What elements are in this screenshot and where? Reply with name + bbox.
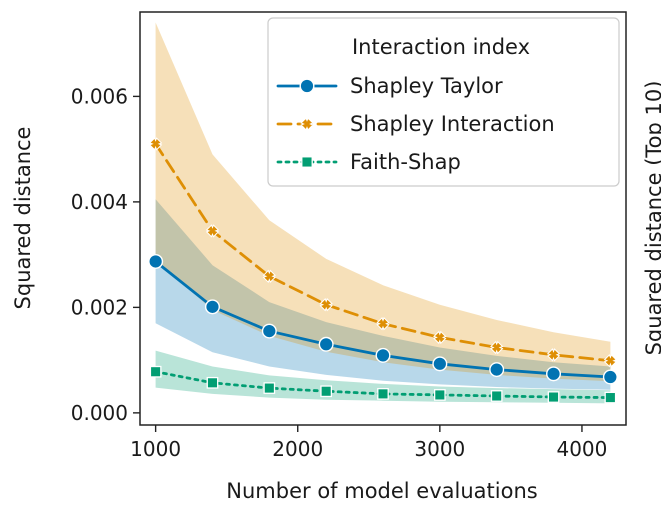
shapley-taylor-point <box>546 366 562 382</box>
shapley-taylor-point <box>261 323 277 339</box>
x-tick-label: 2000 <box>272 437 323 461</box>
faith-shap-point <box>547 391 560 403</box>
shapley-interaction-point <box>262 269 276 283</box>
legend-shapley-taylor-marker <box>299 78 315 94</box>
faith-shap-point <box>263 382 276 394</box>
shapley-interaction-point <box>546 348 561 362</box>
legend-shapley-taylor-label: Shapley Taylor <box>350 74 503 98</box>
shapley-taylor-point <box>432 356 448 372</box>
y-tick-label: 0.002 <box>71 295 128 319</box>
faith-shap-point <box>377 388 389 400</box>
y-tick-label: 0.004 <box>71 190 128 214</box>
shapley-interaction-point <box>433 330 447 345</box>
legend-box <box>267 17 620 187</box>
shapley-interaction-point <box>205 224 220 238</box>
faith-shap-point <box>604 391 617 404</box>
legend-entries: Shapley Taylor Shapley Interaction Faith-S… <box>276 74 555 174</box>
x-tick-label: 3000 <box>414 437 465 461</box>
series-markers <box>148 137 618 404</box>
legend-faith-shap-marker <box>301 156 313 168</box>
faith-shap-point <box>433 389 446 401</box>
plot-frame <box>139 11 627 426</box>
x-tick-label: 4000 <box>556 437 607 461</box>
shapley-taylor-band <box>155 199 611 390</box>
y-tick-label: 0.000 <box>71 401 128 425</box>
shapley-interaction-point <box>603 354 618 368</box>
shapley-interaction-point <box>319 298 333 312</box>
legend-title: Interaction index <box>352 35 530 59</box>
x-tick-label: 1000 <box>130 437 181 461</box>
faith-shap-point <box>320 385 333 398</box>
faith-shap-point <box>149 365 162 378</box>
shapley-taylor-point <box>204 299 220 315</box>
shapley-interaction-point <box>490 340 504 355</box>
shapley-interaction-point <box>148 137 163 151</box>
shapley-taylor-point <box>375 347 391 363</box>
shapley-interaction-point <box>376 317 390 331</box>
shapley-taylor-point <box>318 336 334 352</box>
axes: 1000 2000 3000 4000 0.000 0.002 0.004 0.006 <box>71 84 608 461</box>
legend: Interaction index Shapley TaylorShapley … <box>267 17 620 187</box>
shapley-taylor-point <box>489 362 505 378</box>
x-axis-label: Number of model evaluations <box>226 479 537 503</box>
legend-faith-shap-label: Faith-Shap <box>350 150 461 174</box>
legend-shapley-interaction-label: Shapley Interaction <box>350 112 555 136</box>
legend-shapley-interaction-marker <box>300 117 314 131</box>
faith-shap-point <box>490 390 503 402</box>
y-tick-label: 0.006 <box>71 84 128 108</box>
y-axis-label: Squared distance <box>11 127 35 310</box>
right-panel-y-axis-label: Squared distance (Top 10) <box>642 81 661 356</box>
shapley-taylor-point <box>602 369 618 385</box>
faith-shap-point <box>206 376 219 389</box>
shapley-interaction-band <box>155 22 611 382</box>
shapley-taylor-point <box>148 253 164 269</box>
